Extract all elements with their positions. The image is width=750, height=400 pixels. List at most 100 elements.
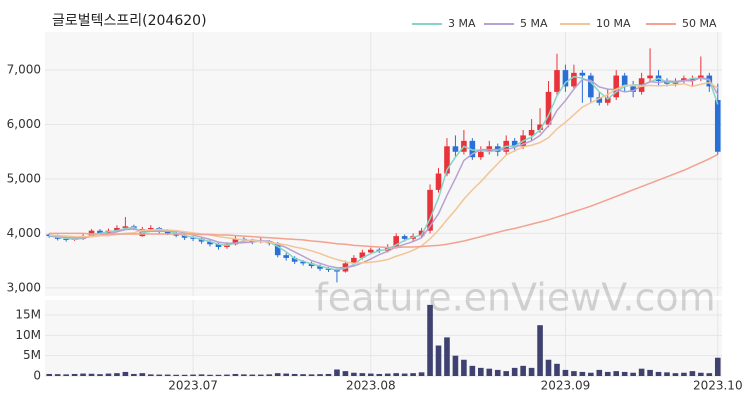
candle-body xyxy=(97,230,103,234)
legend-label: 5 MA xyxy=(520,17,548,30)
ma-line xyxy=(49,81,719,265)
volume-bar xyxy=(97,374,103,376)
volume-bar xyxy=(114,373,120,376)
volume-bar xyxy=(393,373,399,376)
candle-body xyxy=(147,227,154,230)
volume-bar xyxy=(342,371,349,376)
volume-bar xyxy=(164,374,171,376)
volume-bar xyxy=(571,371,577,376)
y-tick-label: 6,000 xyxy=(7,117,41,131)
volume-bar xyxy=(630,372,636,376)
volume-bar xyxy=(147,374,154,376)
volume-bar xyxy=(232,373,239,376)
volume-bar xyxy=(139,373,146,376)
volume-bar xyxy=(698,372,704,376)
volume-bar xyxy=(469,365,476,376)
candle-body xyxy=(571,72,577,87)
volume-bar xyxy=(291,373,298,376)
volume-bar xyxy=(46,373,53,376)
volume-bar xyxy=(308,374,315,376)
volume-bar xyxy=(190,374,196,376)
candle-body xyxy=(630,86,636,92)
volume-bar xyxy=(198,374,205,376)
volume-bar xyxy=(257,374,264,376)
chart-title: 글로벌텍스프리(204620) xyxy=(52,13,207,29)
candle-body xyxy=(554,70,560,92)
volume-bar xyxy=(156,374,163,376)
volume-bar xyxy=(537,325,543,376)
volume-bar xyxy=(562,369,569,376)
candle-body xyxy=(190,237,196,239)
volume-bar xyxy=(207,374,213,376)
volume-bar xyxy=(588,372,594,376)
candle-body xyxy=(325,268,332,270)
volume-bar xyxy=(359,373,366,376)
volume-bar xyxy=(494,369,501,376)
volume-bar xyxy=(241,374,247,376)
y-tick-label: 5,000 xyxy=(7,171,41,185)
candle-body xyxy=(308,263,315,267)
candle-body xyxy=(232,238,239,245)
volume-bar xyxy=(528,367,535,376)
volume-bar xyxy=(173,374,179,376)
volume-bar xyxy=(503,371,510,376)
candle-body xyxy=(114,227,120,231)
volume-bar xyxy=(325,373,332,376)
volume-bar xyxy=(368,373,374,376)
candle-body xyxy=(537,124,543,130)
candle-body xyxy=(334,269,340,272)
volume-bar xyxy=(638,368,645,376)
candle-body xyxy=(401,236,408,239)
y-tick-label: 5M xyxy=(23,348,41,362)
candle-body xyxy=(63,238,69,240)
volume-bar xyxy=(88,373,95,376)
candle-body xyxy=(579,72,586,76)
candle-body xyxy=(393,236,399,248)
candle-body xyxy=(714,100,721,152)
y-tick-label: 4,000 xyxy=(7,226,41,240)
volume-bar xyxy=(410,373,416,376)
volume-bar xyxy=(54,374,61,376)
volume-bar xyxy=(478,367,484,376)
volume-bar xyxy=(105,373,112,376)
volume-bar xyxy=(461,359,467,376)
volume-bar xyxy=(384,373,391,376)
x-tick-label: 2023.07 xyxy=(168,379,218,393)
plot-background xyxy=(45,300,722,376)
candle-body xyxy=(122,226,129,228)
volume-bar xyxy=(317,374,323,376)
volume-bar xyxy=(664,372,670,376)
candle-body xyxy=(198,238,205,242)
candle-body xyxy=(596,97,603,103)
candle-body xyxy=(274,243,281,256)
candle-body xyxy=(291,257,298,262)
volume-bar xyxy=(131,373,137,376)
candle-body xyxy=(621,75,628,87)
y-tick-label: 15M xyxy=(15,308,41,322)
volume-bar xyxy=(427,304,433,376)
volume-bar xyxy=(376,373,383,376)
volume-bar xyxy=(520,365,526,376)
volume-bar xyxy=(215,374,222,376)
volume-bar xyxy=(596,369,603,376)
candle-body xyxy=(351,257,357,264)
volume-bar xyxy=(224,374,230,376)
candle-body xyxy=(368,249,374,253)
volume-bar xyxy=(613,371,620,376)
volume-bar xyxy=(511,367,518,376)
x-tick-label: 2023.09 xyxy=(541,379,591,393)
volume-bar xyxy=(604,371,611,376)
ma-line xyxy=(49,76,719,269)
candle-body xyxy=(317,266,323,269)
candle-body xyxy=(469,140,476,158)
volume-bar xyxy=(486,368,493,376)
candle-body xyxy=(283,255,289,258)
y-tick-label: 3,000 xyxy=(7,280,41,294)
volume-bar xyxy=(714,357,721,376)
volume-bar xyxy=(274,373,281,376)
plot-background xyxy=(45,32,722,296)
volume-bar xyxy=(122,371,129,376)
y-tick-label: 7,000 xyxy=(7,63,41,77)
volume-bar xyxy=(545,359,552,376)
